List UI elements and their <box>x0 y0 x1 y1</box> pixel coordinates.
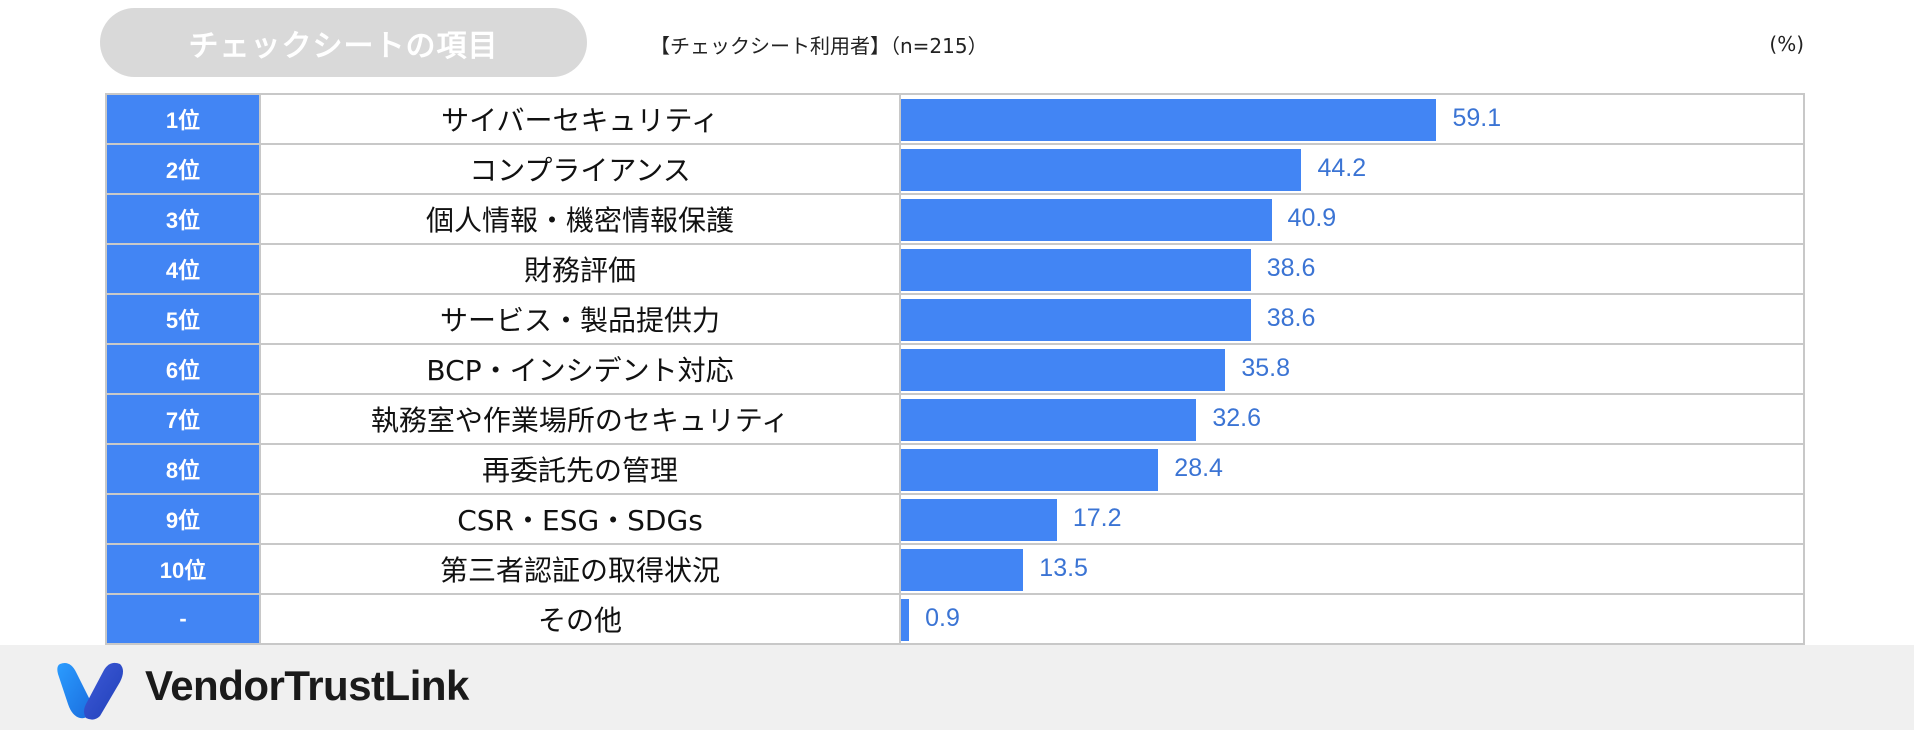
value-label: 17.2 <box>1072 504 1122 532</box>
category-label: サービス・製品提供力 <box>259 293 901 345</box>
bar-cell: 32.6 <box>899 393 1805 445</box>
rank-label: 2位 <box>105 143 261 195</box>
category-label: サイバーセキュリティ <box>259 93 901 145</box>
chart-row: 9位 CSR・ESG・SDGs 17.2 <box>105 493 1805 545</box>
value-label: 59.1 <box>1452 104 1502 132</box>
unit-label: (%) <box>1769 32 1804 56</box>
chart-row: 5位 サービス・製品提供力 38.6 <box>105 293 1805 345</box>
value-label: 44.2 <box>1317 154 1367 182</box>
bar-cell: 38.6 <box>899 293 1805 345</box>
rank-label: 10位 <box>105 543 261 595</box>
chart-row: 8位 再委託先の管理 28.4 <box>105 443 1805 495</box>
rank-label: 6位 <box>105 343 261 395</box>
chart-row: 6位 BCP・インシデント対応 35.8 <box>105 343 1805 395</box>
rank-label: 8位 <box>105 443 261 495</box>
category-label: 再委託先の管理 <box>259 443 901 495</box>
rank-label: 9位 <box>105 493 261 545</box>
value-label: 0.9 <box>925 604 960 632</box>
chart-row: 7位 執務室や作業場所のセキュリティ 32.6 <box>105 393 1805 445</box>
bar-cell: 59.1 <box>899 93 1805 145</box>
category-label: CSR・ESG・SDGs <box>259 493 901 545</box>
chart-row: 10位 第三者認証の取得状況 13.5 <box>105 543 1805 595</box>
sample-size-label: 【チェックシート利用者】（n=215） <box>650 34 988 58</box>
bar-cell: 17.2 <box>899 493 1805 545</box>
ranking-chart-body: 1位 サイバーセキュリティ 59.1 2位 コンプライアンス 44.2 3位 個人情報・機密情… <box>105 93 1805 645</box>
bar-cell: 40.9 <box>899 193 1805 245</box>
category-label: コンプライアンス <box>259 143 901 195</box>
value-label: 38.6 <box>1266 304 1316 332</box>
chart-row: 4位 財務評価 38.6 <box>105 243 1805 295</box>
value-label: 13.5 <box>1039 554 1088 582</box>
rank-label: 4位 <box>105 243 261 295</box>
category-label: 個人情報・機密情報保護 <box>259 193 901 245</box>
bar <box>901 349 1226 391</box>
bar <box>901 449 1159 491</box>
value-label: 38.6 <box>1266 254 1316 282</box>
chart-row: 2位 コンプライアンス 44.2 <box>105 143 1805 195</box>
rank-label: 7位 <box>105 393 261 445</box>
rank-label: 3位 <box>105 193 261 245</box>
section-title-badge: チェックシートの項目 <box>100 8 587 77</box>
bar <box>901 499 1057 541</box>
rank-label: 1位 <box>105 93 261 145</box>
category-label: その他 <box>259 593 901 645</box>
bar-cell: 38.6 <box>899 243 1805 295</box>
bar <box>901 549 1024 591</box>
ranking-chart-table: 1位 サイバーセキュリティ 59.1 2位 コンプライアンス 44.2 3位 個人情報・機密情… <box>105 93 1805 645</box>
chart-row: - その他 0.9 <box>105 593 1805 645</box>
bar <box>901 399 1197 441</box>
rank-label: - <box>105 593 261 645</box>
bar-cell: 0.9 <box>899 593 1805 645</box>
chart-row: 1位 サイバーセキュリティ 59.1 <box>105 93 1805 145</box>
v-logo-icon <box>57 662 123 720</box>
bar-cell: 44.2 <box>899 143 1805 195</box>
bar <box>901 149 1302 191</box>
bar-cell: 28.4 <box>899 443 1805 495</box>
value-label: 40.9 <box>1287 204 1337 232</box>
chart-row: 3位 個人情報・機密情報保護 40.9 <box>105 193 1805 245</box>
value-label: 35.8 <box>1241 354 1291 382</box>
category-label: 執務室や作業場所のセキュリティ <box>259 393 901 445</box>
category-label: 第三者認証の取得状況 <box>259 543 901 595</box>
bar <box>901 99 1437 141</box>
value-label: 32.6 <box>1212 404 1262 432</box>
category-label: 財務評価 <box>259 243 901 295</box>
bar <box>901 299 1251 341</box>
bar <box>901 249 1251 291</box>
bar <box>901 199 1272 241</box>
bar-cell: 35.8 <box>899 343 1805 395</box>
brand-name: VendorTrustLink <box>145 662 469 709</box>
footer-bar: VendorTrustLink <box>0 645 1914 730</box>
bar-cell: 13.5 <box>899 543 1805 595</box>
bar <box>901 599 910 641</box>
category-label: BCP・インシデント対応 <box>259 343 901 395</box>
value-label: 28.4 <box>1174 454 1223 482</box>
rank-label: 5位 <box>105 293 261 345</box>
